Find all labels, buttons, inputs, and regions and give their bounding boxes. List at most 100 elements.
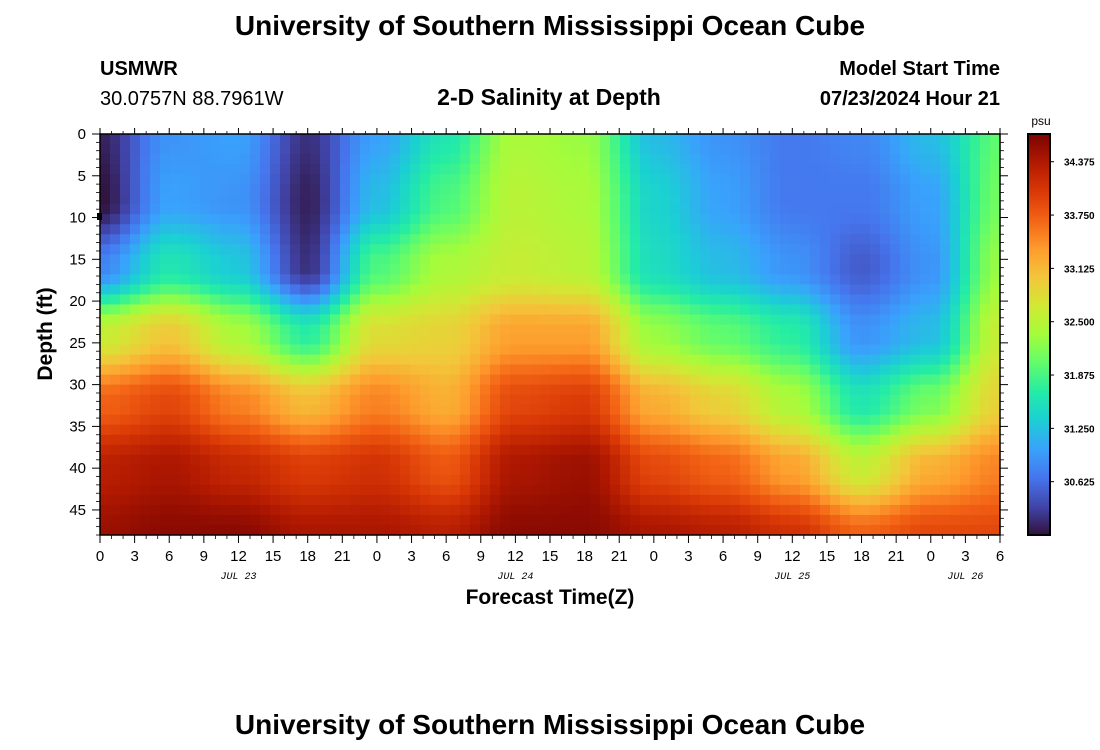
heatmap-cell — [470, 444, 481, 456]
heatmap-cell — [900, 254, 911, 265]
heatmap-cell — [360, 224, 371, 235]
heatmap-cell — [680, 274, 691, 285]
heatmap-cell — [700, 214, 711, 225]
heatmap-cell — [820, 484, 831, 496]
heatmap-cell — [200, 214, 211, 225]
heatmap-cell — [750, 234, 761, 245]
heatmap-cell — [280, 474, 291, 486]
heatmap-cell — [800, 514, 811, 526]
heatmap-cell — [120, 424, 131, 436]
heatmap-cell — [630, 184, 641, 195]
heatmap-cell — [680, 374, 691, 386]
heatmap-cell — [620, 194, 631, 205]
heatmap-cell — [100, 164, 111, 175]
heatmap-cell — [330, 524, 341, 535]
heatmap-cell — [340, 234, 351, 245]
heatmap-cell — [340, 414, 351, 426]
heatmap-cell — [760, 274, 771, 285]
heatmap-cell — [110, 314, 121, 326]
heatmap-cell — [570, 354, 581, 366]
heatmap-cell — [730, 374, 741, 386]
heatmap-cell — [810, 464, 821, 476]
heatmap-cell — [160, 224, 171, 235]
heatmap-cell — [530, 304, 541, 316]
heatmap-cell — [830, 354, 841, 366]
heatmap-cell — [110, 374, 121, 386]
heatmap-cell — [480, 324, 491, 336]
heatmap-cell — [680, 224, 691, 235]
heatmap-cell — [720, 454, 731, 466]
heatmap-cell — [150, 204, 161, 215]
heatmap-cell — [540, 254, 551, 265]
heatmap-cell — [360, 374, 371, 386]
heatmap-cell — [650, 404, 661, 416]
heatmap-cell — [380, 404, 391, 416]
heatmap-cell — [340, 374, 351, 386]
heatmap-cell — [290, 284, 301, 296]
heatmap-cell — [190, 294, 201, 306]
heatmap-cell — [450, 164, 461, 175]
heatmap-cell — [490, 194, 501, 205]
heatmap-cell — [840, 394, 851, 406]
heatmap-cell — [730, 504, 741, 516]
heatmap-cell — [600, 324, 611, 336]
heatmap-cell — [450, 364, 461, 376]
heatmap-cell — [860, 314, 871, 326]
heatmap-cell — [120, 524, 131, 535]
heatmap-cell — [310, 464, 321, 476]
station-name: USMWR — [100, 58, 178, 80]
heatmap-cell — [150, 434, 161, 446]
heatmap-cell — [320, 154, 331, 165]
heatmap-cell — [280, 454, 291, 466]
heatmap-cell — [950, 484, 961, 496]
heatmap-cell — [710, 444, 721, 456]
heatmap-cell — [370, 464, 381, 476]
heatmap-cell — [270, 434, 281, 446]
heatmap-cell — [240, 394, 251, 406]
heatmap-cell — [240, 304, 251, 316]
heatmap-cell — [540, 424, 551, 436]
heatmap-cell — [810, 184, 821, 195]
heatmap-cell — [460, 434, 471, 446]
heatmap-cell — [690, 174, 701, 185]
heatmap-cell — [970, 394, 981, 406]
heatmap-cell — [910, 254, 921, 265]
heatmap-cell — [430, 304, 441, 316]
heatmap-cell — [150, 524, 161, 535]
heatmap-cell — [120, 514, 131, 526]
x-tick-label: 12 — [230, 548, 247, 565]
heatmap-cell — [470, 434, 481, 446]
heatmap-cell — [710, 354, 721, 366]
heatmap-cell — [760, 384, 771, 396]
heatmap-cell — [140, 474, 151, 486]
heatmap-cell — [270, 314, 281, 326]
heatmap-cell — [650, 224, 661, 235]
date-label: JUL 24 — [497, 572, 533, 583]
heatmap-cell — [820, 254, 831, 265]
heatmap-cell — [110, 284, 121, 296]
heatmap-cell — [810, 484, 821, 496]
heatmap-cell — [990, 304, 1000, 316]
heatmap-cell — [260, 274, 271, 285]
heatmap-cell — [520, 234, 531, 245]
heatmap-cell — [670, 384, 681, 396]
heatmap-cell — [280, 234, 291, 245]
heatmap-cell — [970, 344, 981, 356]
heatmap-cell — [950, 264, 961, 275]
heatmap-cell — [720, 254, 731, 265]
heatmap-cell — [160, 254, 171, 265]
heatmap-cell — [590, 394, 601, 406]
heatmap-cell — [200, 484, 211, 496]
heatmap-cell — [310, 254, 321, 265]
heatmap-cell — [130, 334, 141, 346]
heatmap-cell — [480, 144, 491, 155]
heatmap-cell — [340, 494, 351, 506]
heatmap-cell — [860, 144, 871, 155]
heatmap-cell — [250, 524, 261, 535]
heatmap-cell — [710, 404, 721, 416]
heatmap-cell — [170, 444, 181, 456]
heatmap-cell — [330, 514, 341, 526]
colorbar-tick-label: 31.875 — [1064, 371, 1095, 382]
heatmap-cell — [160, 164, 171, 175]
heatmap-cell — [320, 334, 331, 346]
